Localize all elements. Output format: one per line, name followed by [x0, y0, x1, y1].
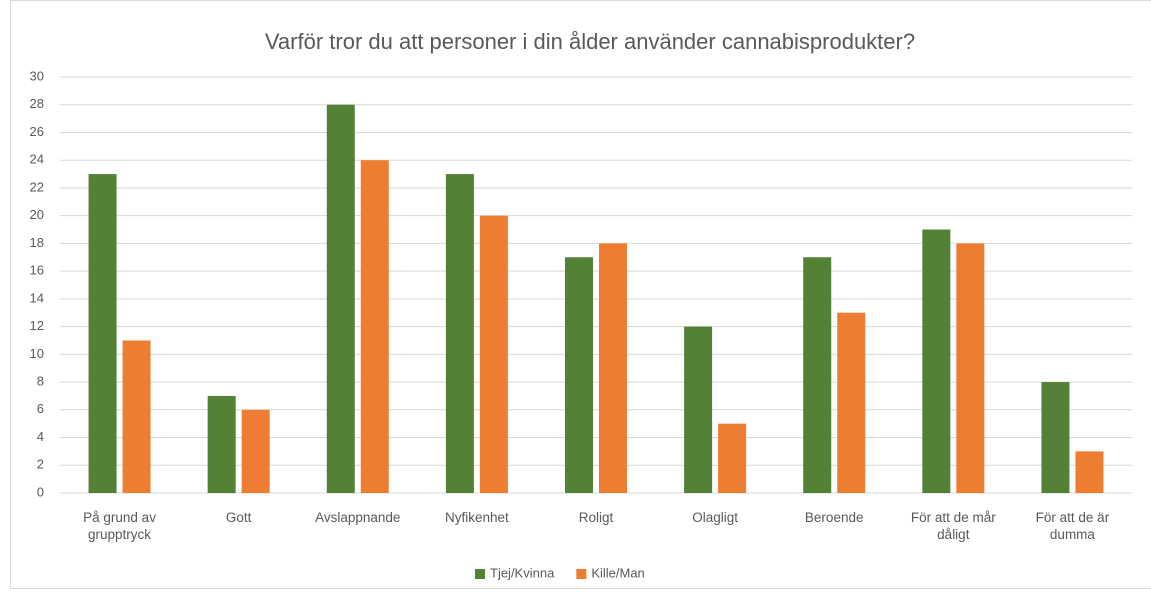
bar — [360, 160, 389, 493]
y-tick-label: 24 — [30, 152, 44, 167]
bar — [565, 257, 593, 493]
y-tick-label: 30 — [30, 68, 44, 83]
legend-label: Kille/Man — [591, 565, 644, 580]
x-tick-label: Beroende — [804, 510, 864, 525]
bar — [207, 395, 236, 493]
legend-swatch — [475, 569, 485, 579]
bar — [837, 312, 866, 493]
x-tick-label: För att de mår dåligt — [910, 510, 996, 542]
y-tick-label: 14 — [30, 290, 44, 305]
y-tick-label: 8 — [37, 374, 44, 389]
bar — [1041, 382, 1070, 493]
y-tick-label: 28 — [30, 96, 44, 111]
x-tick-label: På grund av grupptryck — [83, 510, 156, 542]
bar — [718, 423, 747, 493]
bar — [479, 215, 508, 493]
bar — [122, 340, 151, 493]
y-tick-label: 10 — [30, 346, 44, 361]
bar — [88, 174, 117, 494]
x-tick-label: Gott — [225, 510, 252, 525]
bar — [803, 257, 832, 493]
y-tick-label: 20 — [30, 207, 44, 222]
legend-label: Tjej/Kvinna — [490, 565, 555, 580]
y-tick-label: 12 — [30, 318, 44, 333]
bar — [599, 243, 627, 493]
x-tick-label: Avslappnande — [315, 510, 401, 525]
x-tick-label: För att de är dumma — [1035, 510, 1110, 542]
y-tick-label: 0 — [37, 484, 44, 499]
x-tick-label: Nyfikenhet — [444, 510, 509, 525]
x-tick-label: Roligt — [578, 510, 614, 525]
y-tick-label: 16 — [30, 263, 44, 278]
y-tick-label: 2 — [37, 457, 44, 472]
bar — [684, 326, 713, 493]
bar — [326, 104, 355, 493]
bar — [445, 174, 474, 494]
y-tick-label: 6 — [37, 401, 44, 416]
y-tick-label: 26 — [30, 124, 44, 139]
bar — [922, 229, 951, 494]
bar — [241, 409, 270, 493]
x-tick-label: Olagligt — [692, 510, 738, 525]
chart-title: Varför tror du att personer i din ålder … — [265, 29, 915, 54]
legend-swatch — [576, 569, 587, 579]
y-tick-label: 22 — [30, 179, 44, 194]
bar — [1075, 451, 1104, 493]
y-tick-label: 4 — [37, 429, 44, 444]
bar — [956, 243, 985, 493]
y-tick-label: 18 — [30, 235, 44, 250]
